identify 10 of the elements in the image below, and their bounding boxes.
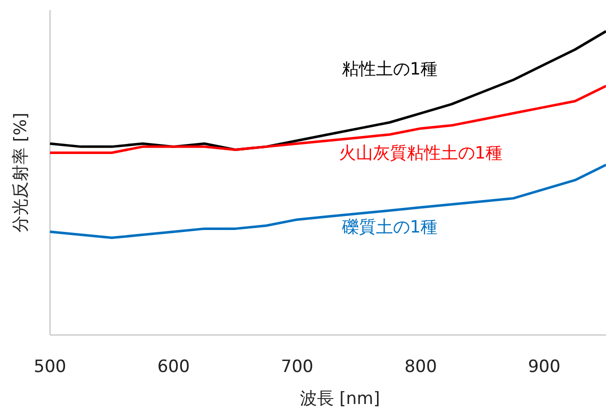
y-axis-title: 分光反射率 [%]: [11, 112, 31, 232]
x-tick-label: 800: [404, 357, 437, 377]
series-label: 粘性土の1種: [342, 59, 438, 80]
x-tick-label: 900: [528, 357, 560, 377]
x-tick-label: 700: [280, 357, 314, 377]
x-tick-label: 600: [157, 357, 190, 377]
x-axis-title: 波長 [nm]: [300, 389, 380, 408]
series-label: 火山灰質粘性土の1種: [338, 143, 503, 164]
series-label: 礫質土の1種: [340, 217, 438, 238]
x-tick-label: 500: [34, 357, 66, 377]
